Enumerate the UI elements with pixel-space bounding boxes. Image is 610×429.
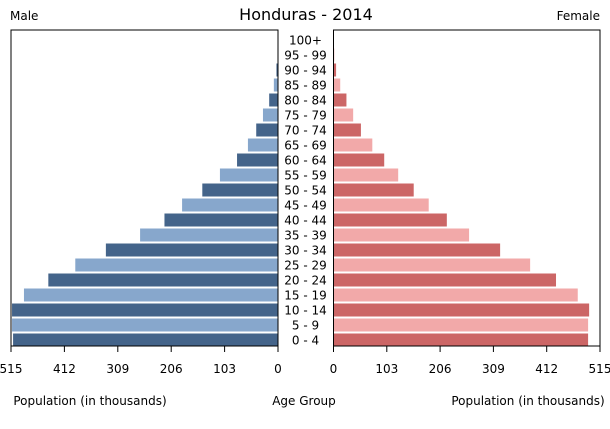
female-bar-35-39	[334, 229, 470, 242]
female-bar-75-79	[334, 109, 354, 122]
age-group-label: 95 - 99	[284, 49, 327, 63]
male-x-axis-label: Population (in thousands)	[13, 394, 166, 408]
female-x-tick-label: 412	[535, 362, 558, 376]
age-group-label: 100+	[289, 34, 322, 48]
male-bar-40-44	[164, 214, 278, 227]
male-bar-10-14	[12, 304, 278, 317]
female-bar-70-74	[334, 124, 361, 137]
age-group-label: 65 - 69	[284, 139, 327, 153]
age-group-label: 40 - 44	[284, 214, 327, 228]
age-group-label: 45 - 49	[284, 199, 327, 213]
female-bar-25-29	[334, 259, 531, 272]
age-group-label: 15 - 19	[284, 289, 327, 303]
female-bar-5-9	[334, 319, 589, 332]
female-bar-20-24	[334, 274, 557, 287]
male-bar-0-4	[13, 334, 278, 347]
age-group-label: 75 - 79	[284, 109, 327, 123]
female-bar-10-14	[334, 304, 590, 317]
male-bar-45-49	[182, 199, 278, 212]
male-x-tick-label: 515	[0, 362, 22, 376]
chart-title: Honduras - 2014	[239, 5, 373, 24]
age-group-label: 60 - 64	[284, 154, 327, 168]
age-group-label: 50 - 54	[284, 184, 327, 198]
male-bar-5-9	[12, 319, 278, 332]
female-bar-85-89	[334, 79, 341, 92]
male-bar-85-89	[274, 79, 278, 92]
male-x-tick-label: 412	[53, 362, 76, 376]
female-bar-65-69	[334, 139, 373, 152]
male-x-tick-label: 0	[274, 362, 282, 376]
male-bar-35-39	[140, 229, 278, 242]
age-group-label: 80 - 84	[284, 94, 327, 108]
male-label: Male	[10, 9, 38, 23]
female-x-tick-label: 309	[482, 362, 505, 376]
age-group-label: 90 - 94	[284, 64, 327, 78]
female-bar-45-49	[334, 199, 429, 212]
age-group-label: 30 - 34	[284, 244, 327, 258]
male-bar-50-54	[202, 184, 278, 197]
male-bar-75-79	[263, 109, 278, 122]
male-bar-65-69	[248, 139, 278, 152]
female-x-tick-label: 0	[330, 362, 338, 376]
female-x-axis-label: Population (in thousands)	[451, 394, 604, 408]
female-x-tick-label: 515	[589, 362, 610, 376]
age-group-label: 35 - 39	[284, 229, 327, 243]
female-bar-30-34	[334, 244, 501, 257]
male-x-tick-label: 206	[160, 362, 183, 376]
female-label: Female	[557, 9, 600, 23]
female-bar-50-54	[334, 184, 414, 197]
age-group-label: 10 - 14	[284, 304, 327, 318]
age-group-label: 85 - 89	[284, 79, 327, 93]
female-bar-15-19	[334, 289, 578, 302]
male-bar-80-84	[269, 94, 278, 107]
female-bar-40-44	[334, 214, 447, 227]
female-bar-55-59	[334, 169, 399, 182]
age-group-label: 20 - 24	[284, 274, 327, 288]
male-bar-30-34	[106, 244, 278, 257]
male-bar-70-74	[256, 124, 278, 137]
female-bar-80-84	[334, 94, 347, 107]
male-bar-25-29	[75, 259, 278, 272]
male-x-tick-label: 103	[213, 362, 236, 376]
female-bar-0-4	[334, 334, 589, 347]
female-x-tick-label: 206	[429, 362, 452, 376]
female-bar-60-64	[334, 154, 385, 167]
age-group-label: 55 - 59	[284, 169, 327, 183]
age-group-label: 25 - 29	[284, 259, 327, 273]
age-group-axis-label: Age Group	[272, 394, 336, 408]
age-group-label: 5 - 9	[292, 319, 319, 333]
male-bar-55-59	[220, 169, 278, 182]
age-group-label: 0 - 4	[292, 334, 319, 348]
male-bar-15-19	[24, 289, 278, 302]
age-group-label: 70 - 74	[284, 124, 327, 138]
female-x-tick-label: 103	[375, 362, 398, 376]
male-x-tick-label: 309	[106, 362, 129, 376]
male-bar-60-64	[237, 154, 278, 167]
male-bar-20-24	[48, 274, 278, 287]
